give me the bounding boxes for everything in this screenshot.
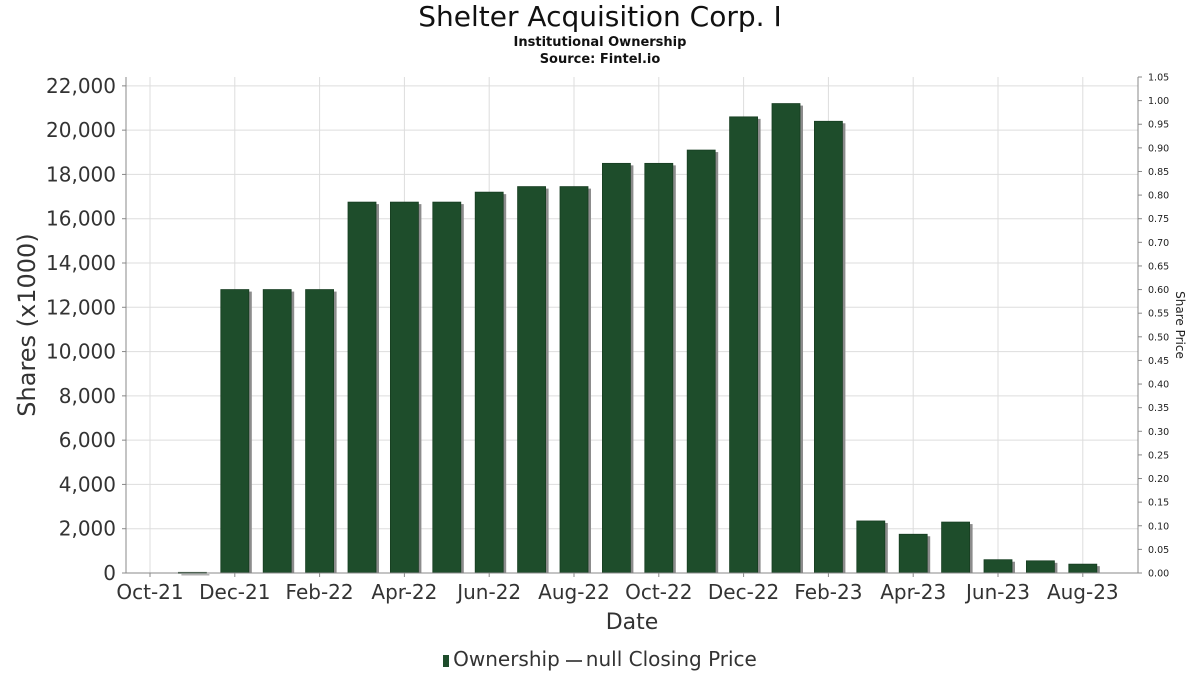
ownership-bar (1026, 560, 1055, 574)
y2-tick-label: 0.75 (1148, 214, 1169, 225)
ownership-bar (686, 149, 716, 574)
x-tick-label: Apr-22 (371, 580, 437, 604)
y-tick-label: 2,000 (59, 517, 116, 541)
y2-tick-label: 0.10 (1148, 521, 1169, 532)
x-axis-title: Date (606, 610, 659, 635)
ownership-bar (559, 186, 589, 574)
ownership-bar (941, 521, 970, 574)
y2-tick-label: 0.15 (1148, 498, 1169, 509)
ownership-bar (814, 120, 843, 574)
x-tick-label: Oct-21 (116, 580, 183, 604)
ownership-bar (856, 520, 886, 574)
y2-tick-label: 0.25 (1148, 450, 1169, 461)
y-tick-label: 14,000 (46, 251, 116, 275)
ownership-bar (771, 103, 801, 574)
y-tick-label: 20,000 (46, 118, 116, 142)
ownership-bar (347, 201, 377, 574)
ownership-bar (898, 533, 928, 574)
chart-title: Shelter Acquisition Corp. I (418, 0, 782, 33)
y2-tick-label: 0.95 (1148, 120, 1169, 131)
y2-tick-label: 0.85 (1148, 167, 1169, 178)
y2-tick-label: 0.05 (1148, 545, 1169, 556)
ownership-bar (517, 186, 546, 574)
y-tick-label: 4,000 (59, 472, 116, 496)
y2-tick-label: 0.00 (1148, 569, 1169, 580)
bar-shadow (181, 574, 210, 576)
y2-tick-label: 0.70 (1148, 238, 1169, 249)
y-tick-label: 6,000 (59, 428, 116, 452)
x-tick-label: Feb-23 (794, 580, 862, 604)
y2-tick-label: 0.45 (1148, 356, 1169, 367)
ownership-bar (389, 201, 419, 574)
x-tick-label: Feb-22 (286, 580, 354, 604)
y2-tick-label: 0.90 (1148, 143, 1169, 154)
x-tick-label: Apr-23 (880, 580, 946, 604)
chart-legend: Ownership null Closing Price (0, 647, 1200, 671)
y2-tick-label: 0.50 (1148, 332, 1169, 343)
x-tick-label: Aug-22 (538, 580, 610, 604)
x-tick-label: Jun-23 (964, 580, 1030, 604)
y2-tick-label: 0.40 (1148, 380, 1169, 391)
y2-tick-label: 0.20 (1148, 474, 1169, 485)
ownership-bar (602, 162, 631, 574)
y2-tick-label: 1.00 (1148, 96, 1169, 107)
y-tick-label: 22,000 (46, 74, 116, 98)
y-tick-label: 0 (103, 561, 116, 585)
ownership-bar (644, 162, 674, 574)
y2-tick-label: 0.30 (1148, 427, 1169, 438)
y2-tick-label: 0.80 (1148, 191, 1169, 202)
ownership-bar (474, 191, 504, 574)
x-tick-label: Dec-21 (199, 580, 270, 604)
x-tick-label: Dec-22 (708, 580, 779, 604)
x-tick-label: Oct-22 (625, 580, 692, 604)
ownership-bar (729, 116, 758, 574)
y-tick-label: 8,000 (59, 384, 116, 408)
y-tick-label: 10,000 (46, 340, 116, 364)
ownership-bar (262, 289, 292, 574)
ownership-bar (305, 289, 335, 574)
ownership-legend-label: Ownership (453, 647, 560, 671)
ownership-bar (1068, 563, 1098, 574)
x-tick-label: Jun-22 (455, 580, 521, 604)
ownership-bar (983, 559, 1013, 574)
chart-source: Source: Fintel.io (539, 52, 661, 67)
y2-tick-label: 0.60 (1148, 285, 1169, 296)
y-axis-title: Shares (x1000) (13, 233, 41, 416)
ownership-legend-swatch (443, 654, 450, 667)
y-tick-label: 12,000 (46, 295, 116, 319)
y-tick-label: 16,000 (46, 207, 116, 231)
y2-tick-label: 0.65 (1148, 261, 1169, 272)
price-legend-label: null Closing Price (585, 647, 757, 671)
ownership-bar (220, 289, 250, 574)
price-legend-line (565, 659, 582, 662)
y-tick-label: 18,000 (46, 162, 116, 186)
ownership-bar (432, 201, 462, 574)
y2-tick-label: 0.55 (1148, 309, 1169, 320)
y2-axis-title: Share Price (1173, 291, 1187, 359)
chart-subtitle: Institutional Ownership (513, 35, 687, 50)
y2-tick-label: 0.35 (1148, 403, 1169, 414)
x-tick-label: Aug-23 (1047, 580, 1119, 604)
y2-tick-label: 1.05 (1148, 73, 1169, 84)
